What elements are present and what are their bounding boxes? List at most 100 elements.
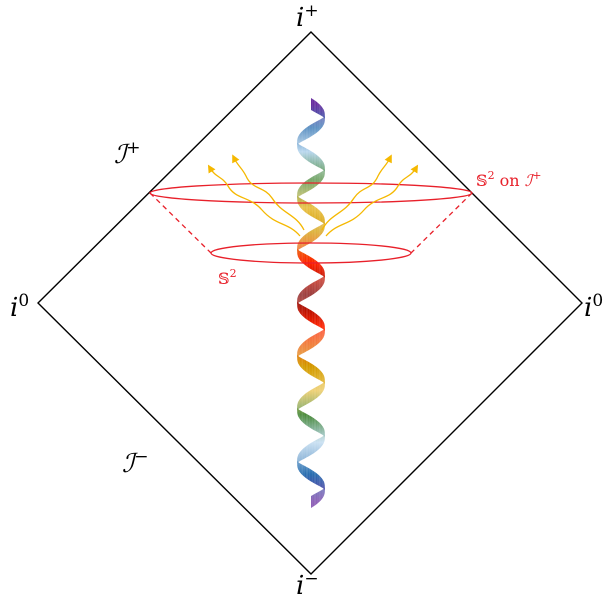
helix-segment bbox=[315, 207, 318, 220]
helix-segment bbox=[302, 182, 304, 195]
helix-segment bbox=[298, 187, 300, 197]
helix-segment bbox=[320, 211, 322, 223]
helix-segment bbox=[320, 118, 322, 129]
helix-segment bbox=[297, 302, 299, 311]
helix-segment bbox=[323, 321, 325, 331]
helix-segment bbox=[300, 463, 302, 474]
helix-segment bbox=[312, 441, 315, 454]
helix-segment bbox=[322, 488, 324, 498]
helix-segment bbox=[314, 259, 316, 272]
helix-segment bbox=[319, 331, 321, 343]
helix-segment bbox=[321, 436, 323, 446]
helix-segment bbox=[321, 478, 323, 489]
helix-segment bbox=[314, 365, 316, 378]
helix-segment bbox=[315, 333, 318, 346]
helix-segment bbox=[300, 344, 302, 355]
helix-segment bbox=[304, 286, 307, 300]
helix-segment bbox=[318, 262, 320, 275]
helix-segment bbox=[300, 251, 302, 262]
helix-segment bbox=[311, 123, 313, 137]
helix-segment bbox=[323, 375, 325, 384]
helix-segment bbox=[317, 120, 319, 133]
helix-segment bbox=[297, 401, 299, 410]
helix-segment bbox=[315, 439, 318, 452]
helix-segment bbox=[303, 128, 305, 141]
helix-segment bbox=[298, 347, 300, 357]
helix-segment bbox=[307, 443, 310, 457]
helix-segment bbox=[299, 451, 301, 462]
helix-segment bbox=[319, 263, 321, 275]
helix-segment bbox=[322, 108, 324, 118]
helix-segment bbox=[320, 224, 322, 235]
helix-segment bbox=[322, 320, 324, 330]
helix-segment bbox=[322, 170, 324, 180]
helix-segment bbox=[314, 471, 316, 485]
helix-segment bbox=[297, 348, 299, 357]
helix-segment bbox=[307, 337, 310, 351]
helix-segment bbox=[315, 260, 318, 273]
helix-segment bbox=[299, 144, 301, 155]
helix-segment bbox=[312, 205, 315, 218]
helix-segment bbox=[320, 371, 322, 382]
helix-segment bbox=[302, 289, 304, 301]
helix-segment bbox=[315, 121, 318, 134]
helix-segment bbox=[311, 469, 313, 483]
helix-segment bbox=[322, 276, 324, 286]
helix-segment bbox=[303, 253, 305, 266]
helix-segment bbox=[323, 109, 325, 118]
helix-segment bbox=[315, 174, 318, 187]
helix-segment bbox=[299, 250, 301, 261]
helix-segment bbox=[303, 199, 305, 212]
helix-segment bbox=[299, 239, 301, 250]
helix-segment bbox=[322, 382, 324, 392]
helix-segment bbox=[301, 410, 303, 422]
helix-segment bbox=[321, 383, 323, 393]
helix-segment bbox=[307, 125, 310, 139]
helix-segment bbox=[311, 363, 313, 377]
helix-segment bbox=[300, 450, 302, 462]
helix-segment bbox=[314, 228, 316, 241]
helix-segment bbox=[322, 161, 324, 171]
helix-segment bbox=[309, 442, 311, 456]
helix-segment bbox=[297, 461, 299, 470]
helix-segment bbox=[312, 311, 315, 325]
helix-segment bbox=[321, 372, 323, 383]
helix-segment bbox=[306, 391, 308, 405]
helix-segment bbox=[311, 442, 313, 455]
helix-segment bbox=[307, 284, 310, 298]
helix-segment bbox=[309, 150, 311, 164]
helix-segment bbox=[317, 367, 319, 380]
helix-segment bbox=[319, 104, 321, 116]
helix-segment bbox=[315, 313, 318, 326]
helix-segment bbox=[321, 330, 323, 340]
helix-segment bbox=[299, 356, 301, 367]
label-i0-left: i0 bbox=[10, 291, 29, 323]
helix-segment bbox=[301, 131, 303, 143]
helix-segment bbox=[301, 251, 303, 263]
helix-segment bbox=[299, 409, 301, 420]
helix-segment bbox=[320, 171, 322, 182]
helix-segment bbox=[309, 309, 311, 323]
helix-segment bbox=[309, 389, 311, 403]
helix-segment bbox=[307, 361, 310, 375]
helix-segment bbox=[304, 359, 307, 373]
helix-segment bbox=[303, 181, 305, 194]
helix-segment bbox=[297, 136, 299, 145]
helix-segment bbox=[318, 368, 320, 381]
helix-segment bbox=[319, 316, 321, 328]
helix-segment bbox=[321, 489, 323, 499]
helix-segment bbox=[297, 189, 299, 198]
helix-segment bbox=[318, 278, 320, 291]
helix-segment bbox=[317, 226, 319, 239]
helix-segment bbox=[300, 410, 302, 421]
label-i-minus: i− bbox=[296, 569, 319, 601]
helix-segment bbox=[302, 252, 304, 264]
radiation-arrows bbox=[207, 154, 419, 237]
helix-segment bbox=[312, 258, 315, 271]
helix-segment bbox=[315, 386, 318, 399]
helix-segment bbox=[322, 479, 324, 489]
helix-segment bbox=[300, 397, 302, 408]
helix-segment bbox=[301, 449, 303, 461]
helix-segment bbox=[311, 257, 313, 271]
helix-segment bbox=[309, 177, 311, 191]
